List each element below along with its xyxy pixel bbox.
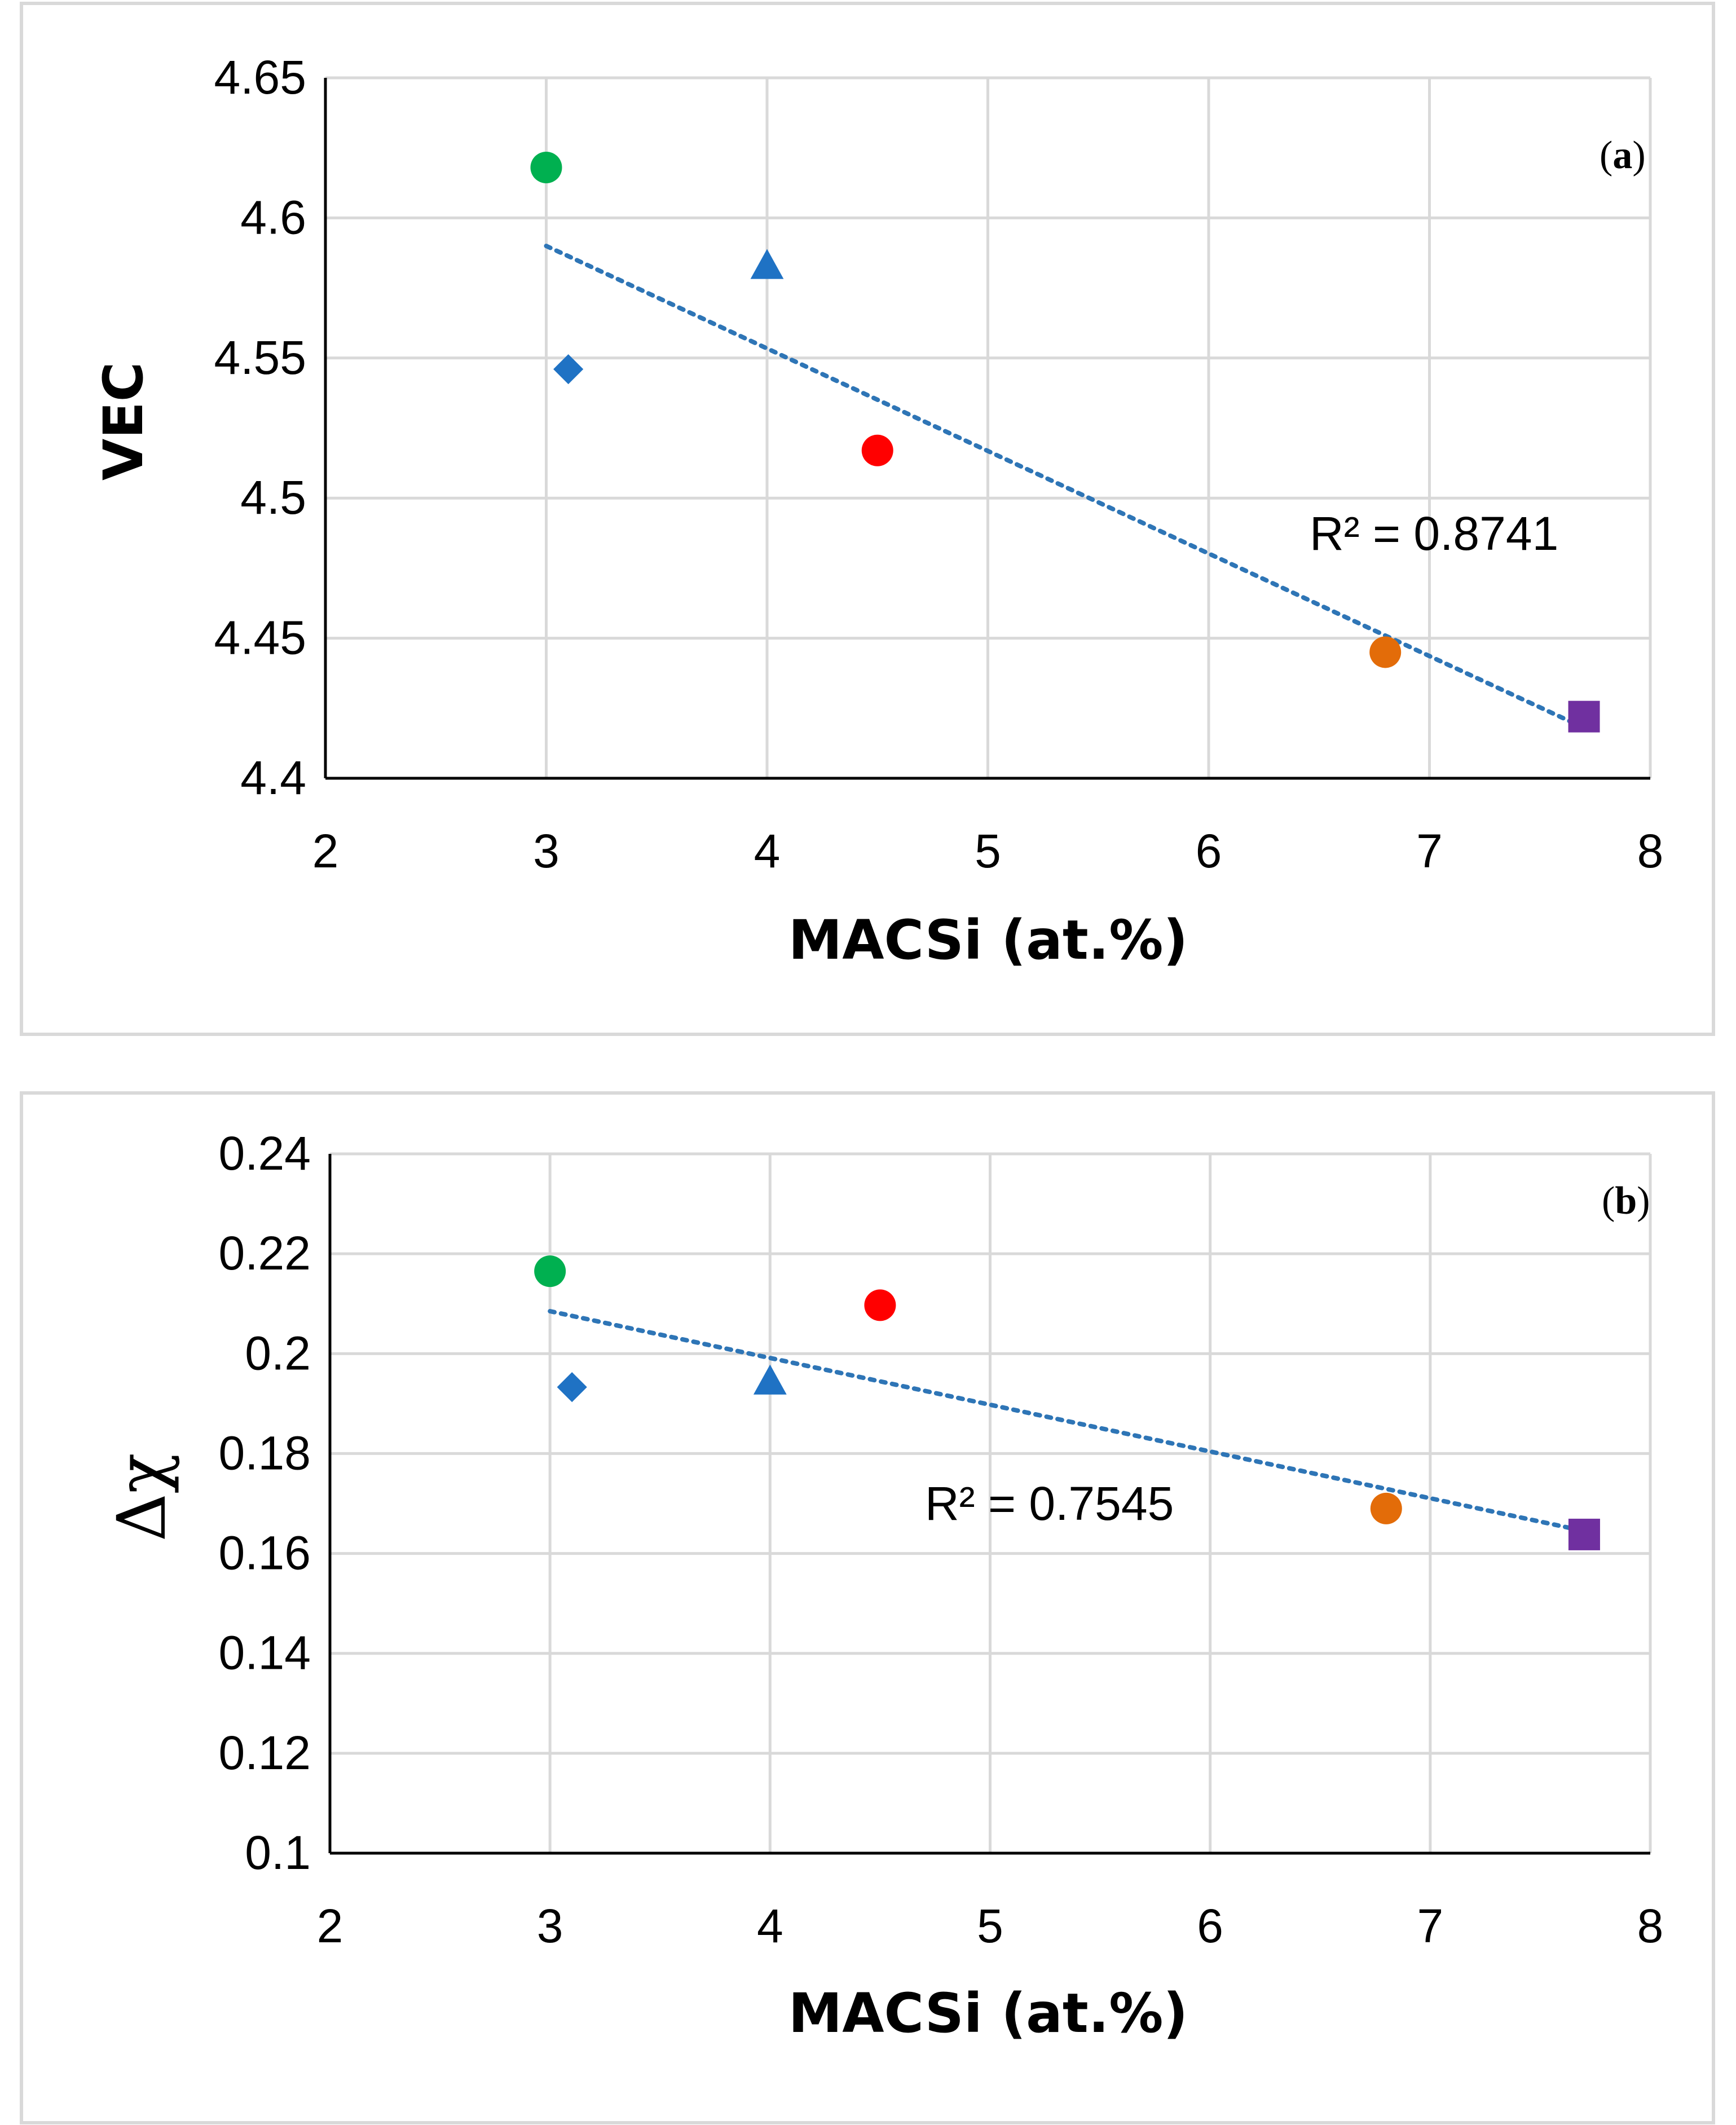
panel-b-point-square bbox=[1568, 1518, 1600, 1550]
panel-b-point-circle bbox=[1370, 1492, 1402, 1524]
panel-a-point-circle bbox=[1369, 636, 1402, 668]
panel-b-x-tick-label: 5 bbox=[977, 1899, 1003, 1952]
panel-b-axes bbox=[328, 1154, 1650, 1855]
panel-a-y-tick-label: 4.65 bbox=[214, 51, 307, 104]
panel-a-data-points bbox=[530, 151, 1600, 733]
panel-a-point-circle bbox=[861, 434, 893, 466]
panel-a-trendline bbox=[544, 244, 1587, 730]
panel-b-point-triangle bbox=[753, 1364, 787, 1395]
panel-b-r2-label: R² = 0.7545 bbox=[925, 1477, 1174, 1530]
panel-a-point-square bbox=[1568, 700, 1600, 733]
panel-b-y-tick-label: 0.22 bbox=[219, 1227, 311, 1280]
panel-b-x-tick-label: 4 bbox=[757, 1899, 783, 1952]
panel-a-y-tick-label: 4.6 bbox=[240, 191, 306, 244]
panel-a-label: (a) bbox=[1600, 134, 1646, 177]
panel-b-y-tick-label: 0.12 bbox=[219, 1726, 311, 1779]
panel-a-x-tick-label: 5 bbox=[975, 825, 1001, 878]
panel-b-y-tick-label: 0.2 bbox=[245, 1326, 311, 1379]
panel-b-x-tick-label: 8 bbox=[1637, 1899, 1664, 1952]
panel-b-x-tick-labels: 2 3 4 5 6 7 8 bbox=[317, 1899, 1664, 1952]
panel-a-y-tick-label: 4.55 bbox=[214, 331, 307, 384]
panel-b-x-tick-label: 7 bbox=[1417, 1899, 1443, 1952]
panel-b-data-points bbox=[534, 1255, 1600, 1550]
panel-a-x-tick-label: 4 bbox=[754, 825, 781, 878]
panel-a-y-tick-label: 4.4 bbox=[240, 751, 306, 804]
panel-b-y-axis-title: Δχ bbox=[103, 1453, 180, 1542]
panel-b-point-circle bbox=[864, 1289, 896, 1321]
panel-a-y-tick-label: 4.45 bbox=[214, 611, 307, 664]
panel-b-y-tick-label: 0.14 bbox=[219, 1626, 311, 1679]
panel-b-y-tick-labels: 0.1 0.12 0.14 0.16 0.18 0.2 0.22 0.24 bbox=[219, 1127, 311, 1879]
panel-a-x-tick-labels: 2 3 4 5 6 7 8 bbox=[312, 825, 1664, 878]
panel-b-y-tick-label: 0.1 bbox=[245, 1826, 311, 1879]
panel-a-label-letter: a bbox=[1612, 134, 1632, 177]
panel-b-point-diamond bbox=[557, 1372, 587, 1403]
chart-panel-b: 0.1 0.12 0.14 0.16 0.18 0.2 0.22 0.24 2 3 4 5 6 7 8 R… bbox=[20, 1091, 1715, 2124]
panel-a-r2-label: R² = 0.8741 bbox=[1310, 507, 1558, 560]
panel-b-label-letter: b bbox=[1615, 1179, 1637, 1223]
panel-b-point-circle bbox=[534, 1255, 566, 1288]
panel-a-point-triangle bbox=[750, 249, 784, 279]
panel-a-frame bbox=[20, 2, 1715, 1036]
panel-b-trendline bbox=[548, 1309, 1587, 1533]
panel-a-y-tick-label: 4.5 bbox=[240, 471, 306, 524]
panel-a-y-tick-labels: 4.4 4.45 4.5 4.55 4.6 4.65 bbox=[214, 51, 307, 804]
panel-b-x-tick-label: 3 bbox=[537, 1899, 563, 1952]
panel-b-y-tick-label: 0.18 bbox=[219, 1426, 311, 1479]
panel-b-x-axis-title: MACSi (at.%) bbox=[788, 1982, 1188, 2045]
panel-b-y-tick-label: 0.24 bbox=[219, 1127, 311, 1180]
panel-a-x-tick-label: 2 bbox=[312, 825, 339, 878]
chart-panel-a: 4.4 4.45 4.5 4.55 4.6 4.65 2 3 4 5 6 7 8 R² = 0.874… bbox=[20, 2, 1715, 1036]
panel-a-y-axis-title: VEC bbox=[92, 362, 155, 480]
panel-a-x-tick-label: 7 bbox=[1416, 825, 1443, 878]
panel-b-x-tick-label: 2 bbox=[317, 1899, 343, 1952]
panel-b-label: (b) bbox=[1602, 1179, 1650, 1223]
panel-a-point-diamond bbox=[553, 354, 584, 385]
panel-a-axes bbox=[324, 78, 1650, 780]
panel-b-x-tick-label: 6 bbox=[1197, 1899, 1223, 1952]
panel-a-point-circle bbox=[530, 151, 562, 183]
panel-b-y-tick-label: 0.16 bbox=[219, 1527, 311, 1580]
panel-a-x-tick-label: 3 bbox=[533, 825, 559, 878]
panel-a-x-tick-label: 6 bbox=[1196, 825, 1222, 878]
panel-a-x-axis-title: MACSi (at.%) bbox=[788, 909, 1188, 972]
panel-a-x-tick-label: 8 bbox=[1637, 825, 1664, 878]
